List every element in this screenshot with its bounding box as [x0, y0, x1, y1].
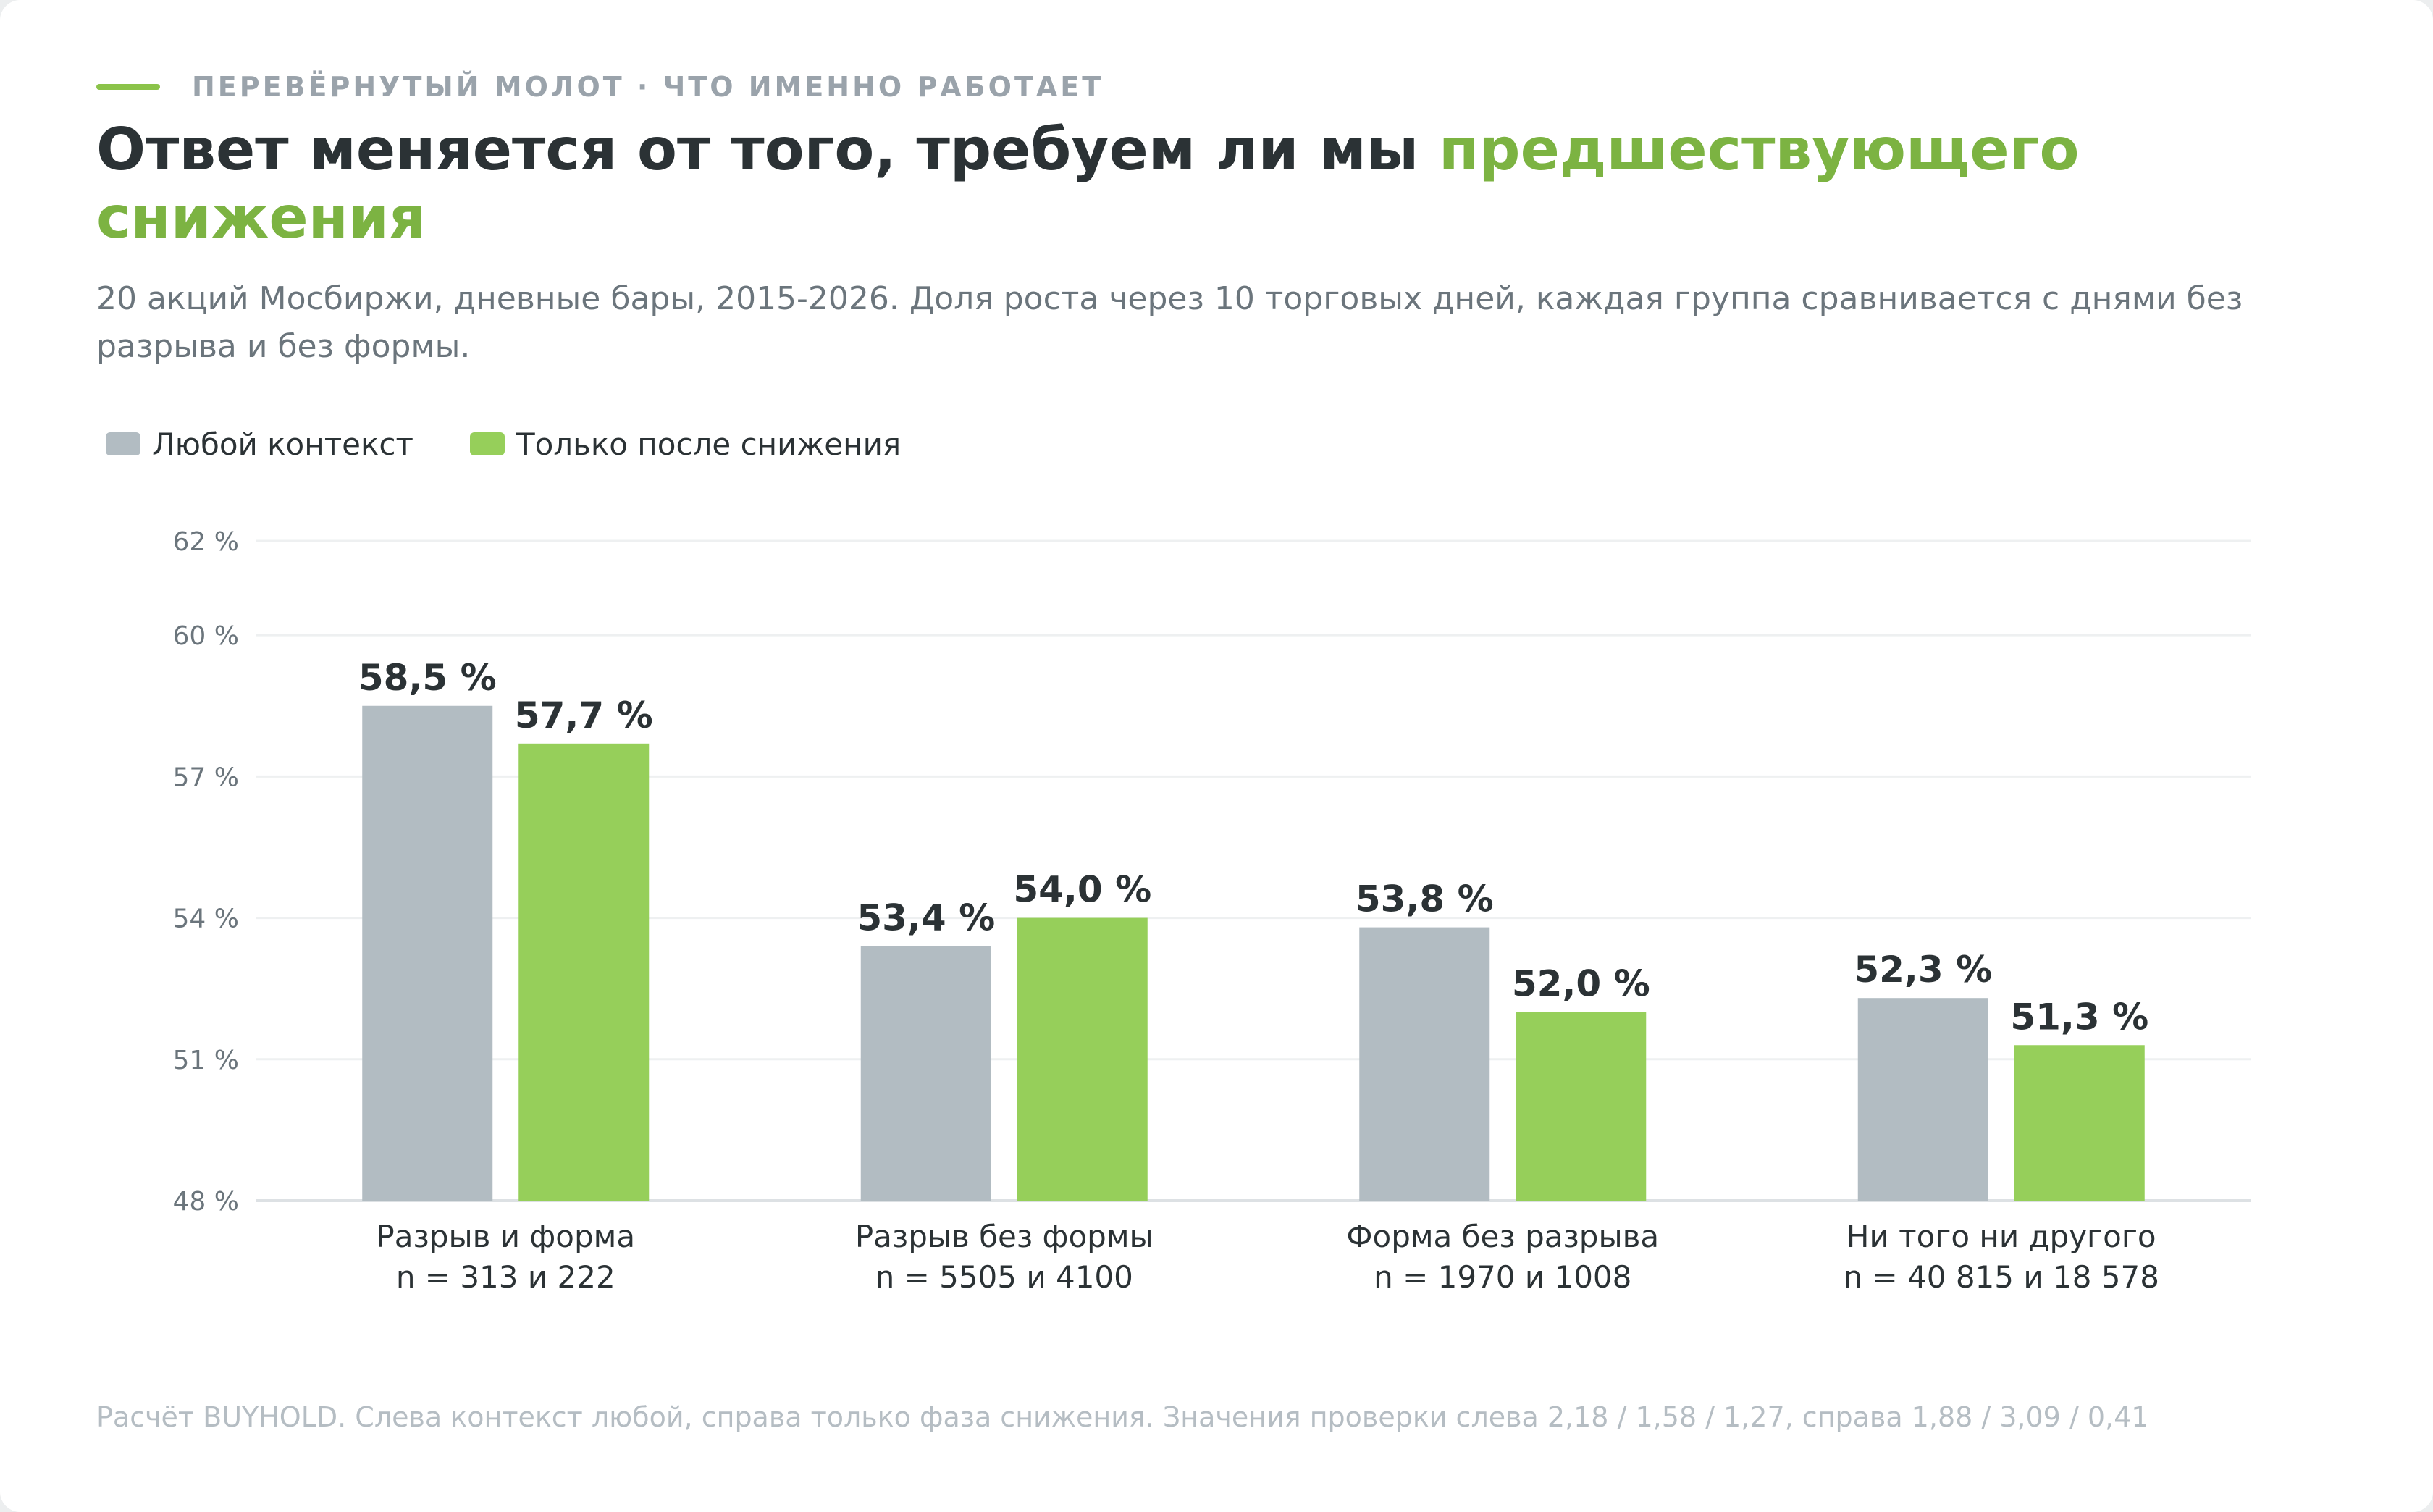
footnote: Расчёт BUYHOLD. Слева контекст любой, сп…: [96, 1401, 2149, 1433]
y-tick-label: 54 %: [173, 904, 239, 934]
legend-swatch-decline: [469, 432, 505, 455]
eyebrow-text: ПЕРЕВЁРНУТЫЙ МОЛОТ · ЧТО ИМЕННО РАБОТАЕТ: [192, 71, 1104, 103]
legend-swatch-any: [106, 432, 140, 455]
legend-label-decline: Только после снижения: [516, 426, 902, 462]
legend-item-decline: Только после снижения: [469, 426, 902, 462]
bar-decline: [2014, 1045, 2145, 1201]
legend-label-any: Любой контекст: [152, 426, 413, 462]
x-tick-note: n = 40 815 и 18 578: [1844, 1259, 2159, 1295]
x-tick-label: Разрыв и форма: [376, 1219, 635, 1254]
y-tick-label: 62 %: [173, 527, 239, 557]
eyebrow-accent-line: [96, 84, 160, 90]
y-tick-label: 57 %: [173, 763, 239, 792]
title-accent: предшествующего снижения: [96, 116, 2080, 251]
legend-item-any: Любой контекст: [106, 427, 413, 462]
x-tick-label: Разрыв без формы: [855, 1219, 1154, 1254]
data-label: 53,8 %: [1356, 878, 1494, 920]
bar-any: [1857, 998, 1988, 1201]
page-title: Ответ меняется от того, требуем ли мы пр…: [96, 116, 2341, 252]
eyebrow: ПЕРЕВЁРНУТЫЙ МОЛОТ · ЧТО ИМЕННО РАБОТАЕТ: [96, 71, 1104, 103]
data-label: 52,0 %: [1512, 963, 1650, 1005]
x-tick-note: n = 1970 и 1008: [1374, 1259, 1631, 1295]
x-tick-label: Форма без разрыва: [1346, 1219, 1659, 1254]
data-label: 54,0 %: [1013, 869, 1151, 911]
data-label: 52,3 %: [1854, 949, 1992, 991]
x-tick-note: n = 5505 и 4100: [875, 1259, 1133, 1295]
bar-decline: [1017, 917, 1148, 1201]
data-label: 58,5 %: [358, 657, 497, 699]
bar-decline: [1516, 1012, 1647, 1201]
x-tick-note: n = 313 и 222: [396, 1259, 615, 1295]
bar-any: [362, 705, 493, 1201]
x-tick-label: Ни того ни другого: [1846, 1219, 2156, 1254]
bar-decline: [518, 743, 650, 1201]
bar-any: [860, 946, 991, 1201]
legend: Любой контекст Только после снижения: [106, 424, 957, 464]
title-main: Ответ меняется от того, требуем ли мы: [96, 116, 1440, 183]
data-label: 51,3 %: [2010, 996, 2148, 1038]
data-label: 53,4 %: [857, 897, 995, 939]
data-label: 57,7 %: [515, 694, 653, 736]
y-tick-label: 48 %: [173, 1187, 239, 1217]
y-tick-label: 51 %: [173, 1046, 239, 1075]
bar-any: [1359, 927, 1490, 1201]
subtitle: 20 акций Мосбиржи, дневные бары, 2015-20…: [96, 280, 2243, 365]
y-tick-label: 60 %: [173, 621, 239, 651]
